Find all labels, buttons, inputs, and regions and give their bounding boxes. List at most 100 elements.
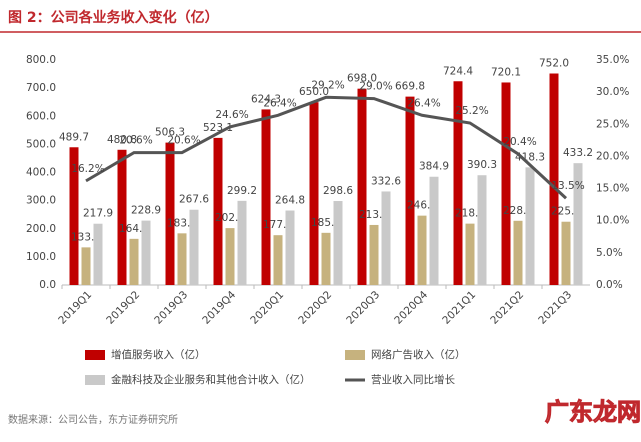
bar: [81, 247, 91, 285]
x-tick-label: 2019Q3: [152, 289, 190, 327]
bar-value-label: 299.2: [227, 185, 257, 197]
bar: [273, 235, 283, 285]
bar: [333, 201, 343, 285]
bar: [369, 224, 379, 285]
line-value-label: 29.0%: [359, 81, 392, 93]
y2-tick-label: 15.0%: [596, 183, 629, 195]
y2-tick-label: 0.0%: [596, 279, 623, 291]
y2-tick-label: 25.0%: [596, 118, 629, 130]
x-tick-label: 2020Q1: [248, 289, 286, 327]
bar: [561, 221, 571, 285]
bar: [141, 220, 151, 285]
bar: [189, 209, 199, 285]
bar: [177, 233, 187, 285]
bar-value-label: 506.3: [155, 127, 185, 139]
x-tick-label: 2019Q1: [56, 289, 94, 327]
bar: [117, 149, 127, 285]
bar: [417, 215, 427, 285]
y2-tick-label: 35.0%: [596, 54, 629, 66]
source: 数据来源：公司公告，东方证券研究所: [8, 413, 178, 426]
y-tick-label: 300.0: [26, 195, 56, 207]
y-tick-label: 500.0: [26, 138, 56, 150]
y-tick-label: 0.0: [39, 279, 56, 291]
line-value-label: 20.6%: [119, 135, 152, 147]
bar-value-label: 433.2: [563, 147, 593, 159]
bar-value-label: 669.8: [395, 81, 425, 93]
line-value-label: 26.4%: [263, 97, 296, 109]
legend-label: 金融科技及企业服务和其他合计收入（亿）: [111, 373, 311, 386]
bar: [261, 109, 271, 286]
bar: [285, 210, 295, 285]
bar-value-label: 418.3: [515, 151, 545, 163]
bar: [225, 228, 235, 285]
bar-value-label: 217.9: [83, 208, 113, 220]
line-value-label: 29.2%: [311, 79, 344, 91]
x-tick-label: 2020Q2: [296, 289, 334, 327]
legend-label: 营业收入同比增长: [371, 373, 455, 386]
bar-value-label: 332.6: [371, 175, 401, 187]
line-value-label: 20.6%: [167, 135, 200, 147]
bar: [129, 238, 139, 285]
bar: [213, 137, 223, 285]
bar-value-label: 724.4: [443, 65, 473, 77]
bar: [453, 81, 463, 285]
legend-swatch: [345, 350, 365, 360]
bar-value-label: 698.0: [347, 73, 377, 85]
y2-tick-label: 10.0%: [596, 215, 629, 227]
bar: [429, 176, 439, 285]
bar-value-label: 267.6: [179, 194, 209, 206]
line-value-label: 25.2%: [455, 105, 488, 117]
line-value-label: 20.4%: [503, 136, 536, 148]
bar-value-label: 480.8: [107, 134, 137, 146]
y-tick-label: 600.0: [26, 110, 56, 122]
bar-value-label: 298.6: [323, 185, 353, 197]
y2-tick-label: 30.0%: [596, 86, 629, 98]
bar: [405, 96, 415, 286]
x-tick-label: 2021Q1: [440, 289, 478, 327]
y2-tick-label: 20.0%: [596, 150, 629, 162]
bar: [237, 200, 247, 285]
bar-value-label: 390.3: [467, 159, 497, 171]
y-tick-label: 800.0: [26, 54, 56, 66]
bar-value-label: 228.9: [131, 205, 161, 217]
line-value-label: 26.4%: [407, 97, 440, 109]
chart-title: 图 2：公司各业务收入变化（亿）: [8, 9, 219, 26]
line-value-label: 16.2%: [71, 163, 104, 175]
x-tick-label: 2021Q2: [488, 289, 526, 327]
bar: [465, 223, 475, 285]
x-tick-label: 2019Q2: [104, 289, 142, 327]
legend-swatch: [85, 350, 105, 360]
bar-value-label: 624.3: [251, 93, 281, 105]
bar-value-label: 720.1: [491, 66, 521, 78]
bar: [93, 223, 103, 285]
line: [85, 95, 568, 200]
bar-value-label: 752.0: [539, 58, 569, 70]
bar: [549, 73, 559, 285]
x-tick-label: 2019Q4: [200, 289, 238, 327]
bar-value-label: 489.7: [59, 131, 89, 143]
bar: [477, 175, 487, 285]
bar: [321, 232, 331, 285]
legend-swatch: [85, 375, 105, 385]
y2-tick-label: 5.0%: [596, 247, 623, 259]
bar: [381, 191, 391, 285]
x-tick-label: 2021Q3: [536, 289, 574, 327]
bar-value-label: 384.9: [419, 161, 449, 173]
bar: [501, 82, 511, 285]
y-tick-label: 400.0: [26, 167, 56, 179]
x-tick-label: 2020Q4: [392, 289, 430, 327]
line-value-label: 13.5%: [551, 180, 584, 192]
watermark: 广东龙网: [545, 398, 641, 426]
bar: [309, 102, 319, 285]
bar: [357, 88, 367, 285]
bar-value-label: 650.0: [299, 86, 329, 98]
bar: [513, 220, 523, 285]
y-tick-label: 100.0: [26, 251, 56, 263]
y-tick-label: 200.0: [26, 223, 56, 235]
x-tick-label: 2020Q3: [344, 289, 382, 327]
y-tick-label: 700.0: [26, 82, 56, 94]
bar: [573, 163, 583, 285]
bar: [69, 147, 79, 285]
bar: [165, 142, 175, 285]
